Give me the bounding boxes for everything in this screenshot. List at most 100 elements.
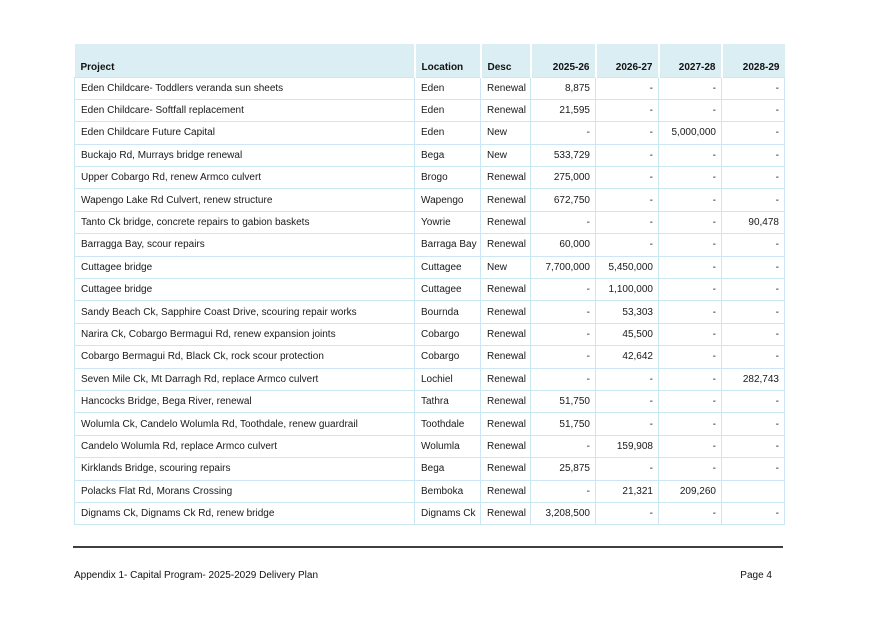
table-row: Narira Ck, Cobargo Bermagui Rd, renew ex…: [74, 322, 785, 347]
cell-year-value: -: [530, 479, 596, 503]
cell-year-value: -: [530, 322, 596, 347]
cell-year-value: -: [595, 233, 659, 257]
cell-location: Wolumla: [414, 434, 481, 459]
cell-year-value: 533,729: [530, 143, 596, 168]
cell-year-value: -: [658, 233, 722, 257]
cell-year-value: -: [721, 300, 785, 324]
cell-desc: Renewal: [480, 367, 531, 391]
cell-desc: New: [480, 121, 531, 145]
cell-year-value: -: [658, 76, 722, 100]
table-row: Eden Childcare- Softfall replacement Eden…: [74, 98, 785, 123]
cell-year-value: -: [721, 121, 785, 145]
table-row: Eden Childcare Future Capital Eden New - -5,…: [74, 121, 785, 145]
cell-desc: New: [480, 143, 531, 168]
cell-year-value: -: [721, 345, 785, 369]
cell-year-value: 5,000,000: [658, 121, 722, 145]
table-row: Cuttagee bridge Cuttagee Renewal -1,100,000…: [74, 278, 785, 302]
cell-project: Eden Childcare Future Capital: [74, 121, 415, 145]
cell-year-value: -: [721, 434, 785, 459]
cell-year-value: 90,478: [721, 210, 785, 235]
column-header-2025-26: 2025-26: [529, 44, 596, 77]
cell-location: Lochiel: [414, 367, 481, 391]
column-header-project: Project: [74, 44, 415, 77]
cell-location: Brogo: [414, 166, 481, 190]
cell-year-value: -: [658, 434, 722, 459]
cell-year-value: 45,500: [595, 322, 659, 347]
cell-project: Wapengo Lake Rd Culvert, renew structure: [74, 188, 415, 212]
cell-year-value: -: [595, 76, 659, 100]
cell-year-value: 21,321: [595, 479, 659, 503]
cell-project: Sandy Beach Ck, Sapphire Coast Drive, sc…: [74, 300, 415, 324]
cell-desc: Renewal: [480, 300, 531, 324]
table-row: Tanto Ck bridge, concrete repairs to gab…: [74, 210, 785, 235]
cell-year-value: -: [658, 210, 722, 235]
cell-year-value: 51,750: [530, 412, 596, 436]
cell-location: Wapengo: [414, 188, 481, 212]
cell-year-value: -: [658, 98, 722, 123]
cell-year-value: 21,595: [530, 98, 596, 123]
cell-year-value: 8,875: [530, 76, 596, 100]
cell-desc: Renewal: [480, 210, 531, 235]
page-footer: Appendix 1- Capital Program- 2025-2029 D…: [74, 570, 772, 581]
cell-location: Eden: [414, 121, 481, 145]
table-row: Polacks Flat Rd, Morans Crossing Bemboka R…: [74, 479, 785, 503]
cell-year-value: -: [658, 255, 722, 280]
cell-project: Eden Childcare- Toddlers veranda sun she…: [74, 76, 415, 100]
cell-year-value: -: [530, 300, 596, 324]
cell-year-value: 159,908: [595, 434, 659, 459]
cell-location: Bournda: [414, 300, 481, 324]
cell-year-value: -: [595, 166, 659, 190]
table-row: Dignams Ck, Dignams Ck Rd, renew bridge D…: [74, 501, 785, 526]
table-row: Eden Childcare- Toddlers veranda sun she…: [74, 76, 785, 100]
cell-location: Yowrie: [414, 210, 481, 235]
cell-location: Toothdale: [414, 412, 481, 436]
cell-year-value: -: [595, 367, 659, 391]
cell-desc: Renewal: [480, 233, 531, 257]
cell-year-value: -: [721, 322, 785, 347]
cell-project: Dignams Ck, Dignams Ck Rd, renew bridge: [74, 501, 415, 526]
column-header-2027-28: 2027-28: [657, 44, 722, 77]
cell-year-value: -: [721, 278, 785, 302]
footer-appendix-label: Appendix 1- Capital Program- 2025-2029 D…: [74, 570, 319, 581]
cell-desc: Renewal: [480, 389, 531, 414]
capital-program-table: Project Location Desc 2025-26 2026-27 2027-28…: [74, 44, 785, 526]
cell-year-value: -: [721, 255, 785, 280]
table-header-row: Project Location Desc 2025-26 2026-27 2027-28…: [74, 44, 785, 77]
cell-year-value: -: [530, 367, 596, 391]
cell-year-value: -: [595, 121, 659, 145]
cell-desc: Renewal: [480, 345, 531, 369]
cell-location: Tathra: [414, 389, 481, 414]
cell-year-value: -: [530, 278, 596, 302]
cell-year-value: 275,000: [530, 166, 596, 190]
column-header-desc: Desc: [479, 44, 531, 77]
cell-location: Cobargo: [414, 322, 481, 347]
cell-location: Cuttagee: [414, 255, 481, 280]
table-row: Seven Mile Ck, Mt Darragh Rd, replace Ar…: [74, 367, 785, 391]
table-row: Kirklands Bridge, scouring repairs Bega Re…: [74, 457, 785, 481]
cell-year-value: -: [530, 121, 596, 145]
cell-year-value: [721, 479, 785, 503]
cell-year-value: -: [721, 457, 785, 481]
cell-year-value: -: [658, 322, 722, 347]
cell-location: Dignams Ck: [414, 501, 481, 526]
cell-year-value: -: [721, 389, 785, 414]
cell-year-value: -: [721, 166, 785, 190]
cell-year-value: 209,260: [658, 479, 722, 503]
cell-desc: Renewal: [480, 457, 531, 481]
cell-desc: Renewal: [480, 76, 531, 100]
cell-year-value: -: [721, 188, 785, 212]
table-row: Barragga Bay, scour repairs Barraga Bay Re…: [74, 233, 785, 257]
cell-year-value: -: [530, 345, 596, 369]
table-header: Project Location Desc 2025-26 2026-27 2027-28…: [74, 44, 785, 77]
cell-year-value: -: [721, 412, 785, 436]
cell-year-value: -: [658, 345, 722, 369]
cell-year-value: 7,700,000: [530, 255, 596, 280]
cell-desc: Renewal: [480, 412, 531, 436]
cell-location: Barraga Bay: [414, 233, 481, 257]
cell-desc: Renewal: [480, 166, 531, 190]
table-body: Eden Childcare- Toddlers veranda sun she…: [74, 76, 785, 526]
cell-project: Polacks Flat Rd, Morans Crossing: [74, 479, 415, 503]
cell-desc: Renewal: [480, 98, 531, 123]
footer-divider: [73, 546, 783, 548]
cell-year-value: -: [658, 389, 722, 414]
